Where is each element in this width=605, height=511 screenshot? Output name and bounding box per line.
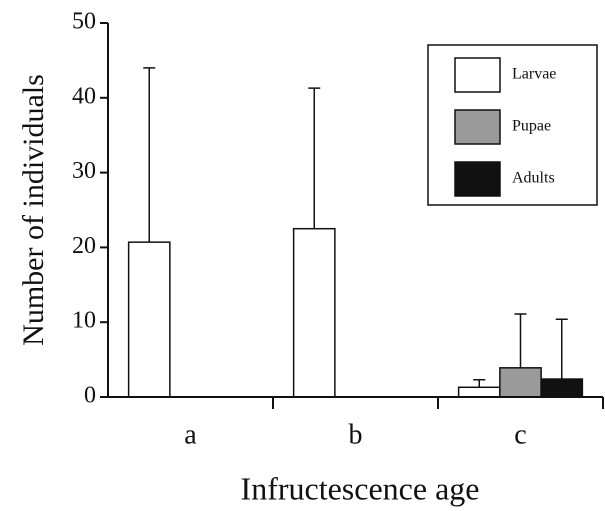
- y-tick-label: 0: [84, 383, 96, 409]
- bar: [457, 386, 501, 398]
- legend-label: Pupae: [512, 118, 551, 135]
- y-tick-label: 40: [72, 83, 96, 109]
- legend-label: Larvae: [512, 66, 556, 83]
- bar: [127, 241, 171, 398]
- y-tick-label: 50: [72, 9, 96, 35]
- y-axis-label: Number of individuals: [17, 74, 50, 346]
- y-tick-label: 30: [72, 158, 96, 184]
- x-axis-label: Infructescence age: [241, 470, 480, 506]
- bar: [499, 367, 542, 398]
- error-bar: [473, 379, 486, 388]
- x-tick-label: b: [349, 419, 363, 450]
- legend-label: Adults: [512, 170, 555, 187]
- error-bar: [308, 87, 321, 229]
- error-bar: [514, 313, 527, 368]
- legend-swatch: [454, 57, 501, 93]
- legend-swatch: [454, 161, 501, 197]
- x-tick-label: c: [514, 419, 526, 450]
- error-bar: [143, 67, 156, 243]
- x-tick-label: a: [184, 419, 197, 450]
- bar: [292, 227, 336, 398]
- error-bar: [555, 318, 568, 380]
- bar: [540, 378, 584, 398]
- y-tick-label: 20: [72, 233, 96, 259]
- y-tick-label: 10: [72, 308, 96, 334]
- legend-swatch: [454, 109, 501, 145]
